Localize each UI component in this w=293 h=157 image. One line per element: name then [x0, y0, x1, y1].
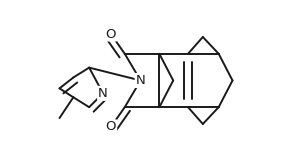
Text: N: N [98, 87, 108, 100]
Text: N: N [136, 74, 145, 87]
Text: O: O [106, 120, 116, 133]
Text: O: O [106, 27, 116, 41]
